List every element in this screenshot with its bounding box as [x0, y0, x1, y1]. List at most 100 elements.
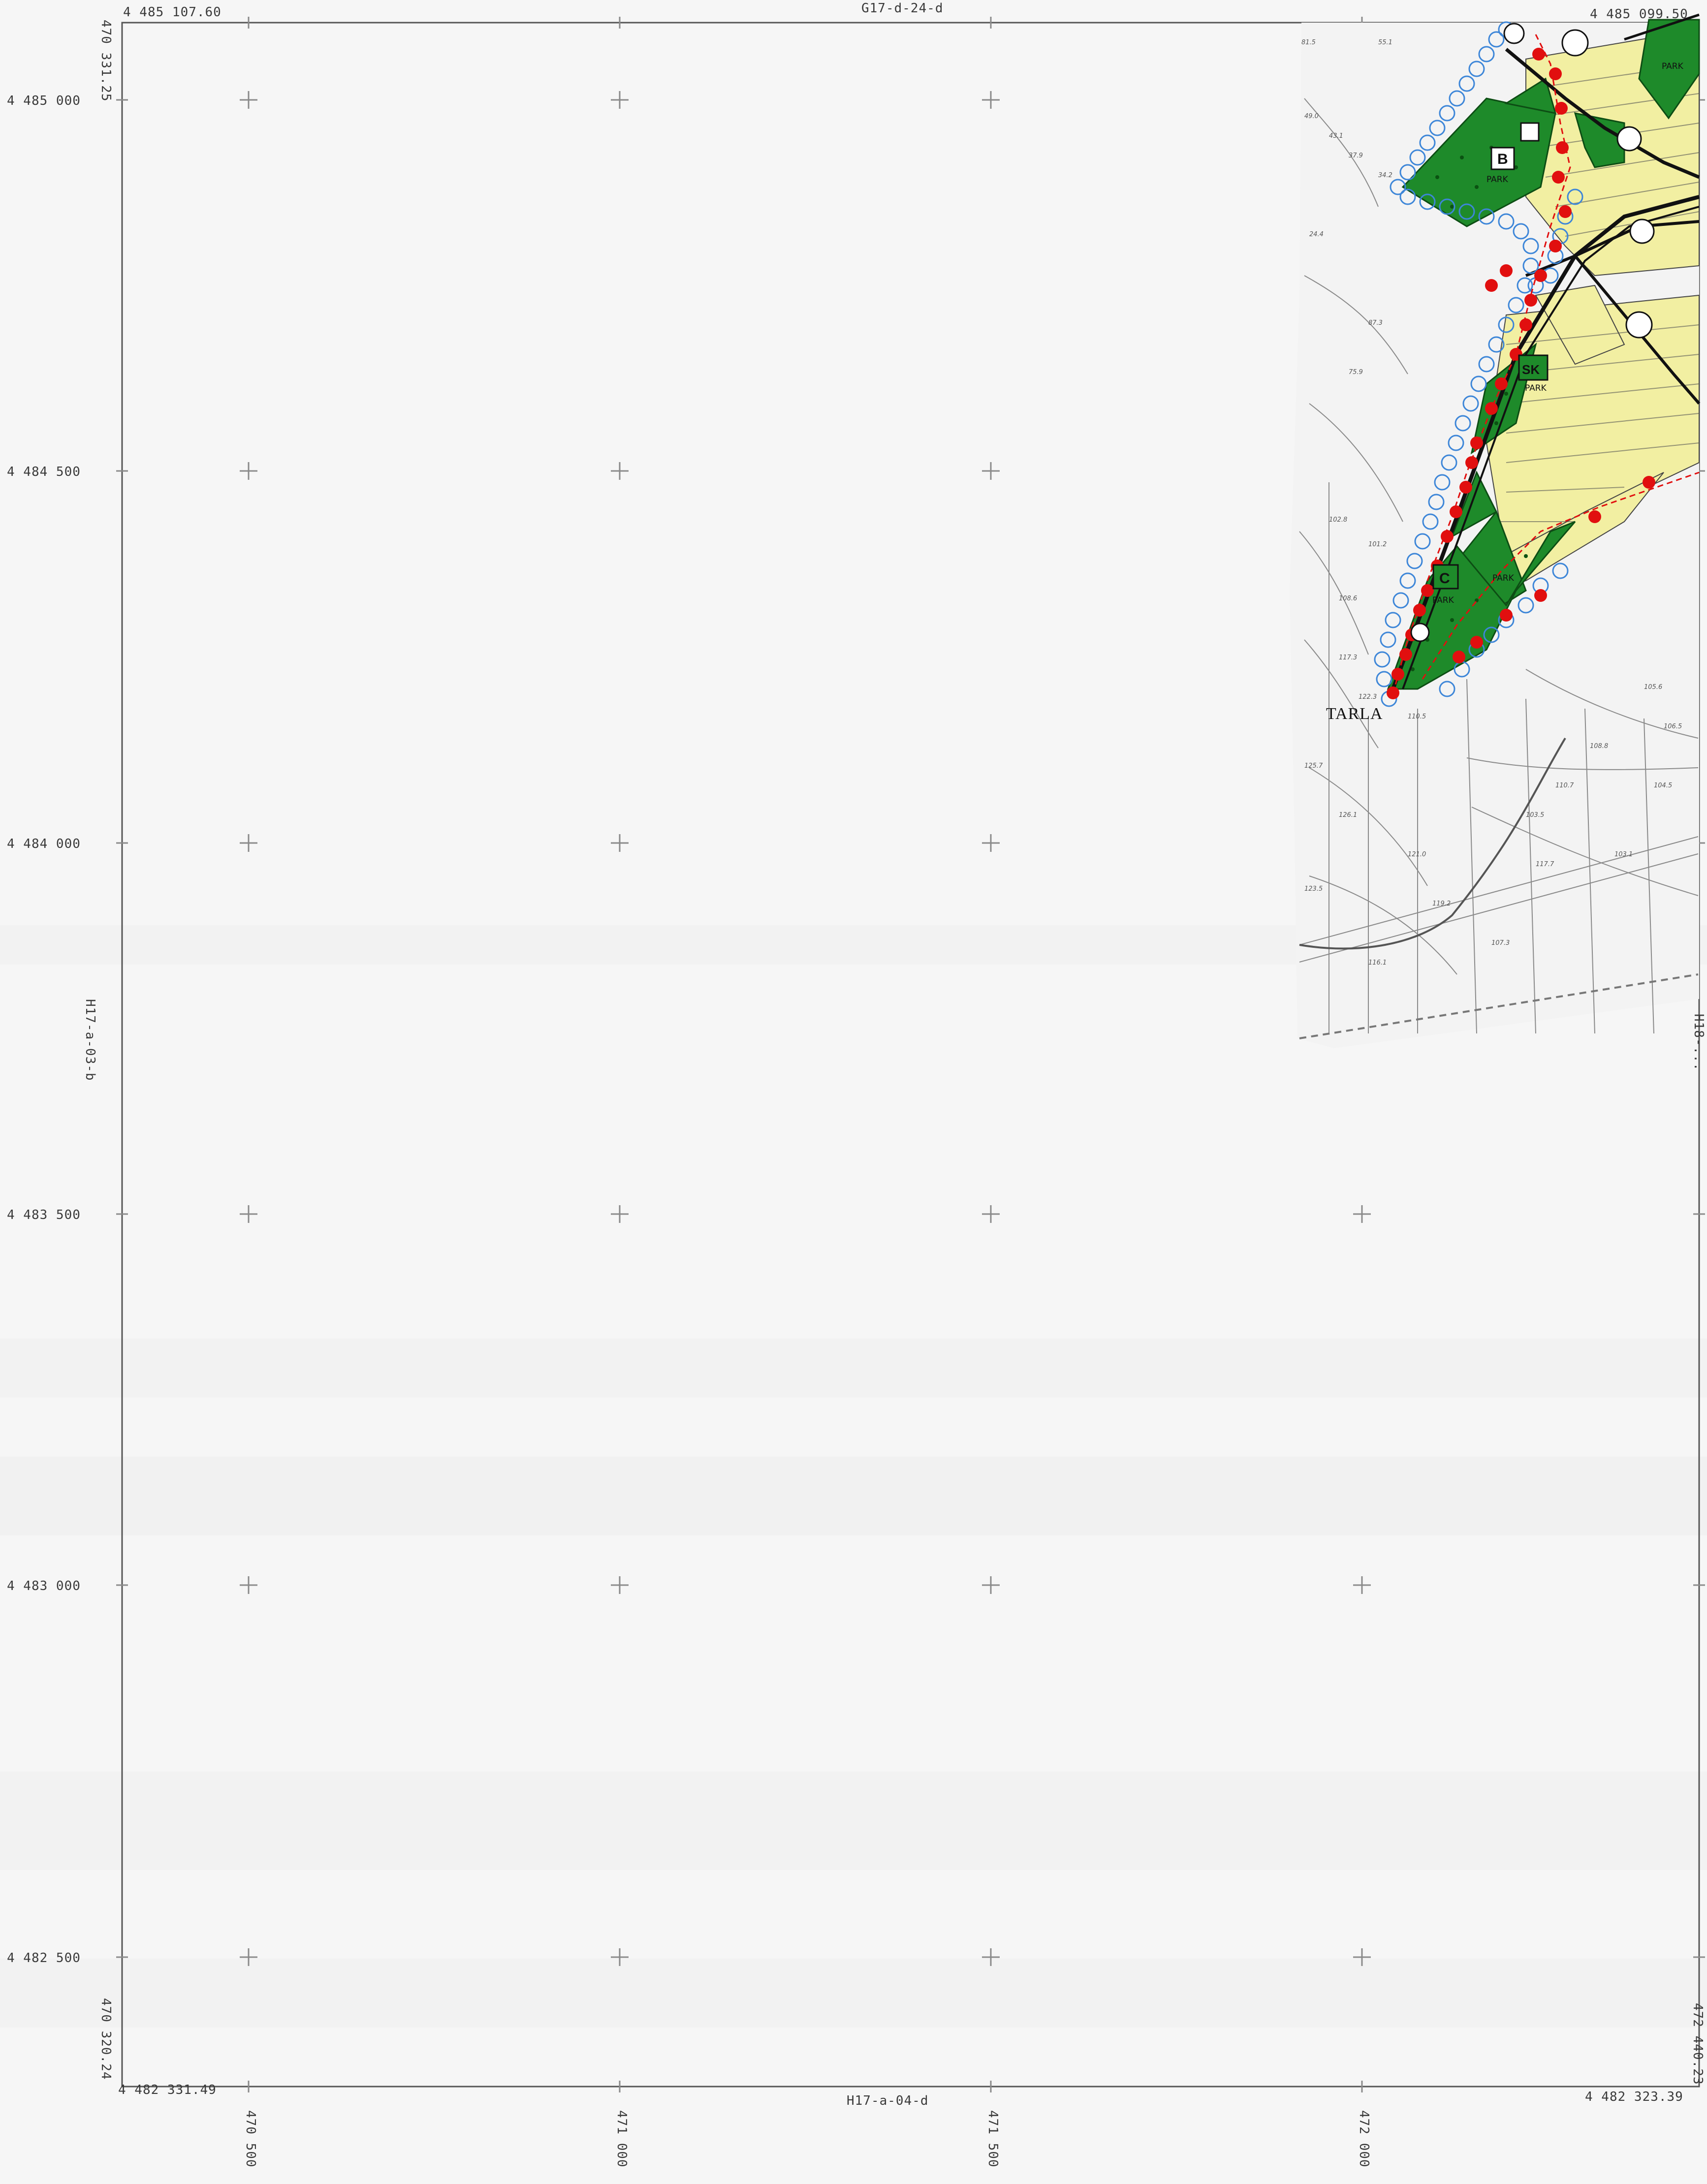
bottom-right-northing: 4 482 323.39: [1585, 2090, 1683, 2104]
boundary-marker: [1559, 205, 1572, 218]
northing-label: 4 483 000: [7, 1579, 81, 1593]
spot-height-label: 116.1: [1368, 959, 1387, 967]
buffer-circle: [1439, 681, 1455, 697]
spot-height-label: 126.1: [1339, 811, 1357, 819]
scan-noise: [0, 925, 1707, 2028]
boundary-marker: [1549, 67, 1562, 80]
easting-label: 472 000: [1357, 2110, 1371, 2168]
boundary-marker: [1524, 294, 1537, 307]
park-label-2: PARK: [1662, 62, 1684, 71]
spot-height-label: 49.0: [1304, 113, 1319, 120]
buffer-circle: [1406, 553, 1423, 569]
top-sheet-label: G17-d-24-d: [861, 1, 944, 16]
buffer-circle: [1508, 297, 1524, 313]
park-label-1: PARK: [1486, 175, 1509, 185]
buffer-circle: [1428, 494, 1445, 510]
buffer-circle: [1513, 223, 1529, 240]
zone-label-sk: SK: [1522, 362, 1540, 377]
spot-height-label: 104.5: [1654, 782, 1672, 789]
buffer-circle: [1567, 188, 1583, 205]
spot-height-label: 117.3: [1339, 654, 1357, 661]
park-label-3: PARK: [1525, 383, 1547, 393]
buffer-circle: [1478, 46, 1495, 62]
zone-label-b: B: [1497, 151, 1508, 167]
spot-height-label: 110.5: [1408, 713, 1426, 720]
buffer-circle: [1448, 435, 1464, 451]
zone-symbols: [1410, 23, 1655, 642]
spot-height-label: 119.2: [1432, 900, 1451, 907]
boundary-marker: [1470, 636, 1483, 649]
bottom-sheet-label: H17-a-04-d: [847, 2093, 929, 2108]
buffer-circle: [1488, 31, 1505, 48]
left-sheet-label: H17-a-03-b: [83, 999, 97, 1081]
buffer-circle: [1552, 562, 1569, 579]
buffer-circle: [1439, 105, 1455, 122]
easting-label: 471 000: [614, 2110, 629, 2168]
boundary-marker: [1485, 402, 1498, 415]
buffer-circle: [1458, 75, 1475, 92]
boundary-marker: [1500, 264, 1513, 277]
boundary-marker: [1532, 48, 1545, 61]
spot-height-label: 103.1: [1614, 851, 1633, 858]
buffer-circle: [1470, 375, 1487, 392]
boundary-marker: [1555, 102, 1568, 115]
boundary-marker: [1459, 481, 1472, 494]
buffer-circle: [1517, 277, 1533, 294]
boundary-marker: [1450, 505, 1462, 518]
boundary-marker: [1556, 141, 1569, 154]
buffer-circle: [1462, 395, 1479, 412]
bottom-left-northing: 4 482 331.49: [118, 2083, 217, 2097]
park-label-4: PARK: [1432, 595, 1454, 605]
buffer-circle: [1517, 597, 1534, 614]
spot-height-label: 55.1: [1378, 39, 1392, 46]
buffer-circle: [1458, 203, 1475, 220]
buffer-circle: [1429, 120, 1446, 136]
spot-height-label: 110.7: [1555, 782, 1574, 789]
spot-height-label: 117.7: [1536, 861, 1554, 868]
map-frame: [121, 22, 1700, 2088]
boundary-marker: [1534, 589, 1547, 602]
buffer-circle: [1468, 61, 1485, 77]
buffer-circle: [1454, 415, 1471, 432]
buffer-circle: [1399, 164, 1416, 181]
buffer-circle: [1422, 513, 1439, 530]
spot-height-label: 107.3: [1491, 939, 1510, 947]
buffer-circle: [1385, 612, 1401, 628]
boundary-marker: [1421, 584, 1434, 597]
northing-label: 4 483 500: [7, 1208, 81, 1222]
spot-height-label: 43.1: [1329, 132, 1343, 140]
right-sheet-label: H18-...: [1691, 1014, 1706, 1071]
zone-label-c: C: [1439, 570, 1450, 587]
top-right-northing: 4 485 099.50: [1590, 7, 1688, 22]
buffer-circle: [1419, 193, 1436, 210]
boundary-marker: [1643, 476, 1655, 489]
buffer-circle: [1392, 592, 1409, 609]
boundary-marker: [1534, 269, 1547, 282]
spot-height-label: 24.4: [1309, 231, 1324, 238]
park-areas: [1387, 19, 1700, 690]
bottom-right-easting: 472 440.23: [1690, 2003, 1705, 2085]
buffer-circle: [1399, 188, 1416, 205]
buffer-circle: [1478, 208, 1495, 225]
buffer-circle: [1498, 213, 1515, 230]
park-labels: PARK PARK PARK PARK PARK: [1432, 62, 1684, 605]
easting-label: 471 500: [985, 2110, 1000, 2168]
boundary-marker: [1549, 240, 1562, 252]
spot-height-label: 123.5: [1304, 885, 1323, 893]
spot-height-label: 108.6: [1339, 595, 1357, 602]
easting-label: 470 500: [243, 2110, 258, 2168]
northing-label: 4 484 000: [7, 837, 81, 851]
top-left-easting: 470 331.25: [98, 20, 113, 102]
buffer-circle: [1434, 474, 1451, 491]
boundary-marker: [1391, 668, 1404, 681]
bottom-left-easting: 470 320.24: [98, 1998, 113, 2080]
spot-height-label: 125.7: [1304, 762, 1323, 770]
park-label-5: PARK: [1492, 573, 1515, 583]
spot-height-label: 81.5: [1301, 39, 1316, 46]
buffer-circle: [1449, 90, 1465, 107]
spot-height-label: 34.2: [1378, 172, 1392, 179]
boundary-marker: [1552, 171, 1565, 184]
buffer-circle: [1380, 631, 1396, 648]
